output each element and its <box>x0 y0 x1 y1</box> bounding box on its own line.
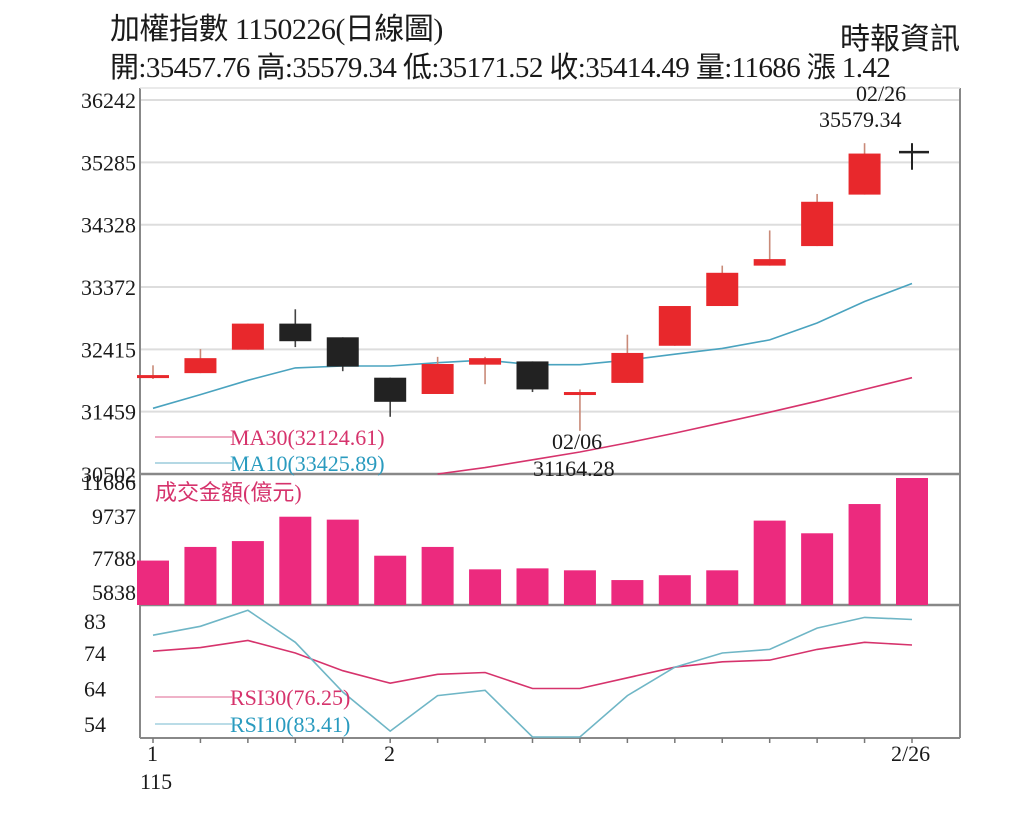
x-axis-ticks <box>152 738 913 743</box>
chart-title: 加權指數 1150226(日線圖) <box>110 13 443 46</box>
candle <box>611 334 644 383</box>
volume-bar <box>469 569 502 605</box>
candle <box>516 361 549 393</box>
svg-text:33372: 33372 <box>81 275 136 300</box>
candle <box>137 365 169 380</box>
source-label: 時報資訊 <box>840 23 960 56</box>
volume-bar <box>801 533 834 605</box>
volume-bar <box>658 575 691 605</box>
candle <box>563 389 596 431</box>
x-label-year: 115 <box>140 769 172 794</box>
volume-bar <box>896 478 928 605</box>
rsi10-legend: RSI10(83.41) <box>230 712 350 737</box>
volume-bar <box>374 555 407 605</box>
x-label-feb: 2 <box>384 741 395 766</box>
candle <box>421 356 454 394</box>
candle <box>848 143 881 195</box>
svg-text:54: 54 <box>84 712 106 737</box>
volume-label: 成交金額(億元) <box>155 480 302 505</box>
svg-text:9737: 9737 <box>92 504 136 529</box>
rsi30-line <box>152 639 913 690</box>
candle <box>184 349 217 374</box>
volume-bar <box>563 570 596 605</box>
ma10-legend: MA10(33425.89) <box>230 451 385 476</box>
volume-bar <box>848 504 881 605</box>
svg-text:31459: 31459 <box>81 400 136 425</box>
ohlc-summary: 開:35457.76 高:35579.34 低:35171.52 收:35414… <box>110 52 891 84</box>
svg-text:36242: 36242 <box>81 88 136 113</box>
svg-text:34328: 34328 <box>81 213 136 238</box>
chart-frame <box>139 87 961 739</box>
svg-text:83: 83 <box>84 609 106 634</box>
svg-text:30502: 30502 <box>81 462 136 487</box>
volume-bar <box>516 568 549 605</box>
high-value-annotation: 35579.34 <box>819 107 902 132</box>
candle <box>326 337 359 372</box>
x-label-jan: 1 <box>147 741 158 766</box>
candle <box>658 306 691 346</box>
volume-bar <box>753 520 786 605</box>
ma30-line <box>437 376 913 475</box>
rsi30-legend: RSI30(76.25) <box>230 685 350 710</box>
high-date-annotation: 02/26 <box>856 81 906 106</box>
low-date-annotation: 02/06 <box>552 429 602 454</box>
candlestick-series <box>137 143 929 431</box>
svg-text:5838: 5838 <box>92 580 136 605</box>
volume-bar <box>137 560 169 605</box>
price-axis: 36242 35285 34328 33372 32415 31459 30502 <box>81 88 136 487</box>
candle <box>753 230 786 266</box>
candle <box>279 309 312 348</box>
low-value-annotation: 31164.28 <box>533 456 615 481</box>
svg-text:11686: 11686 <box>82 470 136 495</box>
candle <box>801 193 834 247</box>
volume-bar <box>279 516 312 605</box>
svg-text:74: 74 <box>84 641 106 666</box>
svg-text:35285: 35285 <box>81 150 136 175</box>
candle <box>469 356 502 385</box>
volume-bars <box>137 478 928 605</box>
rsi10-line <box>152 609 913 738</box>
x-label-end: 2/26 <box>891 741 930 766</box>
candle <box>231 323 264 350</box>
volume-bar <box>326 519 359 605</box>
volume-bar <box>184 546 217 605</box>
candle <box>706 265 739 307</box>
volume-axis: 11686 9737 7788 5838 <box>82 470 136 605</box>
volume-bar <box>706 570 739 605</box>
price-gridlines <box>140 99 960 413</box>
volume-bar <box>421 546 454 605</box>
svg-text:64: 64 <box>84 676 106 701</box>
volume-bar <box>231 541 264 605</box>
svg-text:7788: 7788 <box>92 546 136 571</box>
ma30-legend: MA30(32124.61) <box>230 425 385 450</box>
candle <box>899 143 929 170</box>
volume-bar <box>611 580 644 605</box>
candle <box>374 377 407 417</box>
svg-text:32415: 32415 <box>81 337 136 362</box>
rsi-axis: 83 74 64 54 <box>84 609 106 737</box>
